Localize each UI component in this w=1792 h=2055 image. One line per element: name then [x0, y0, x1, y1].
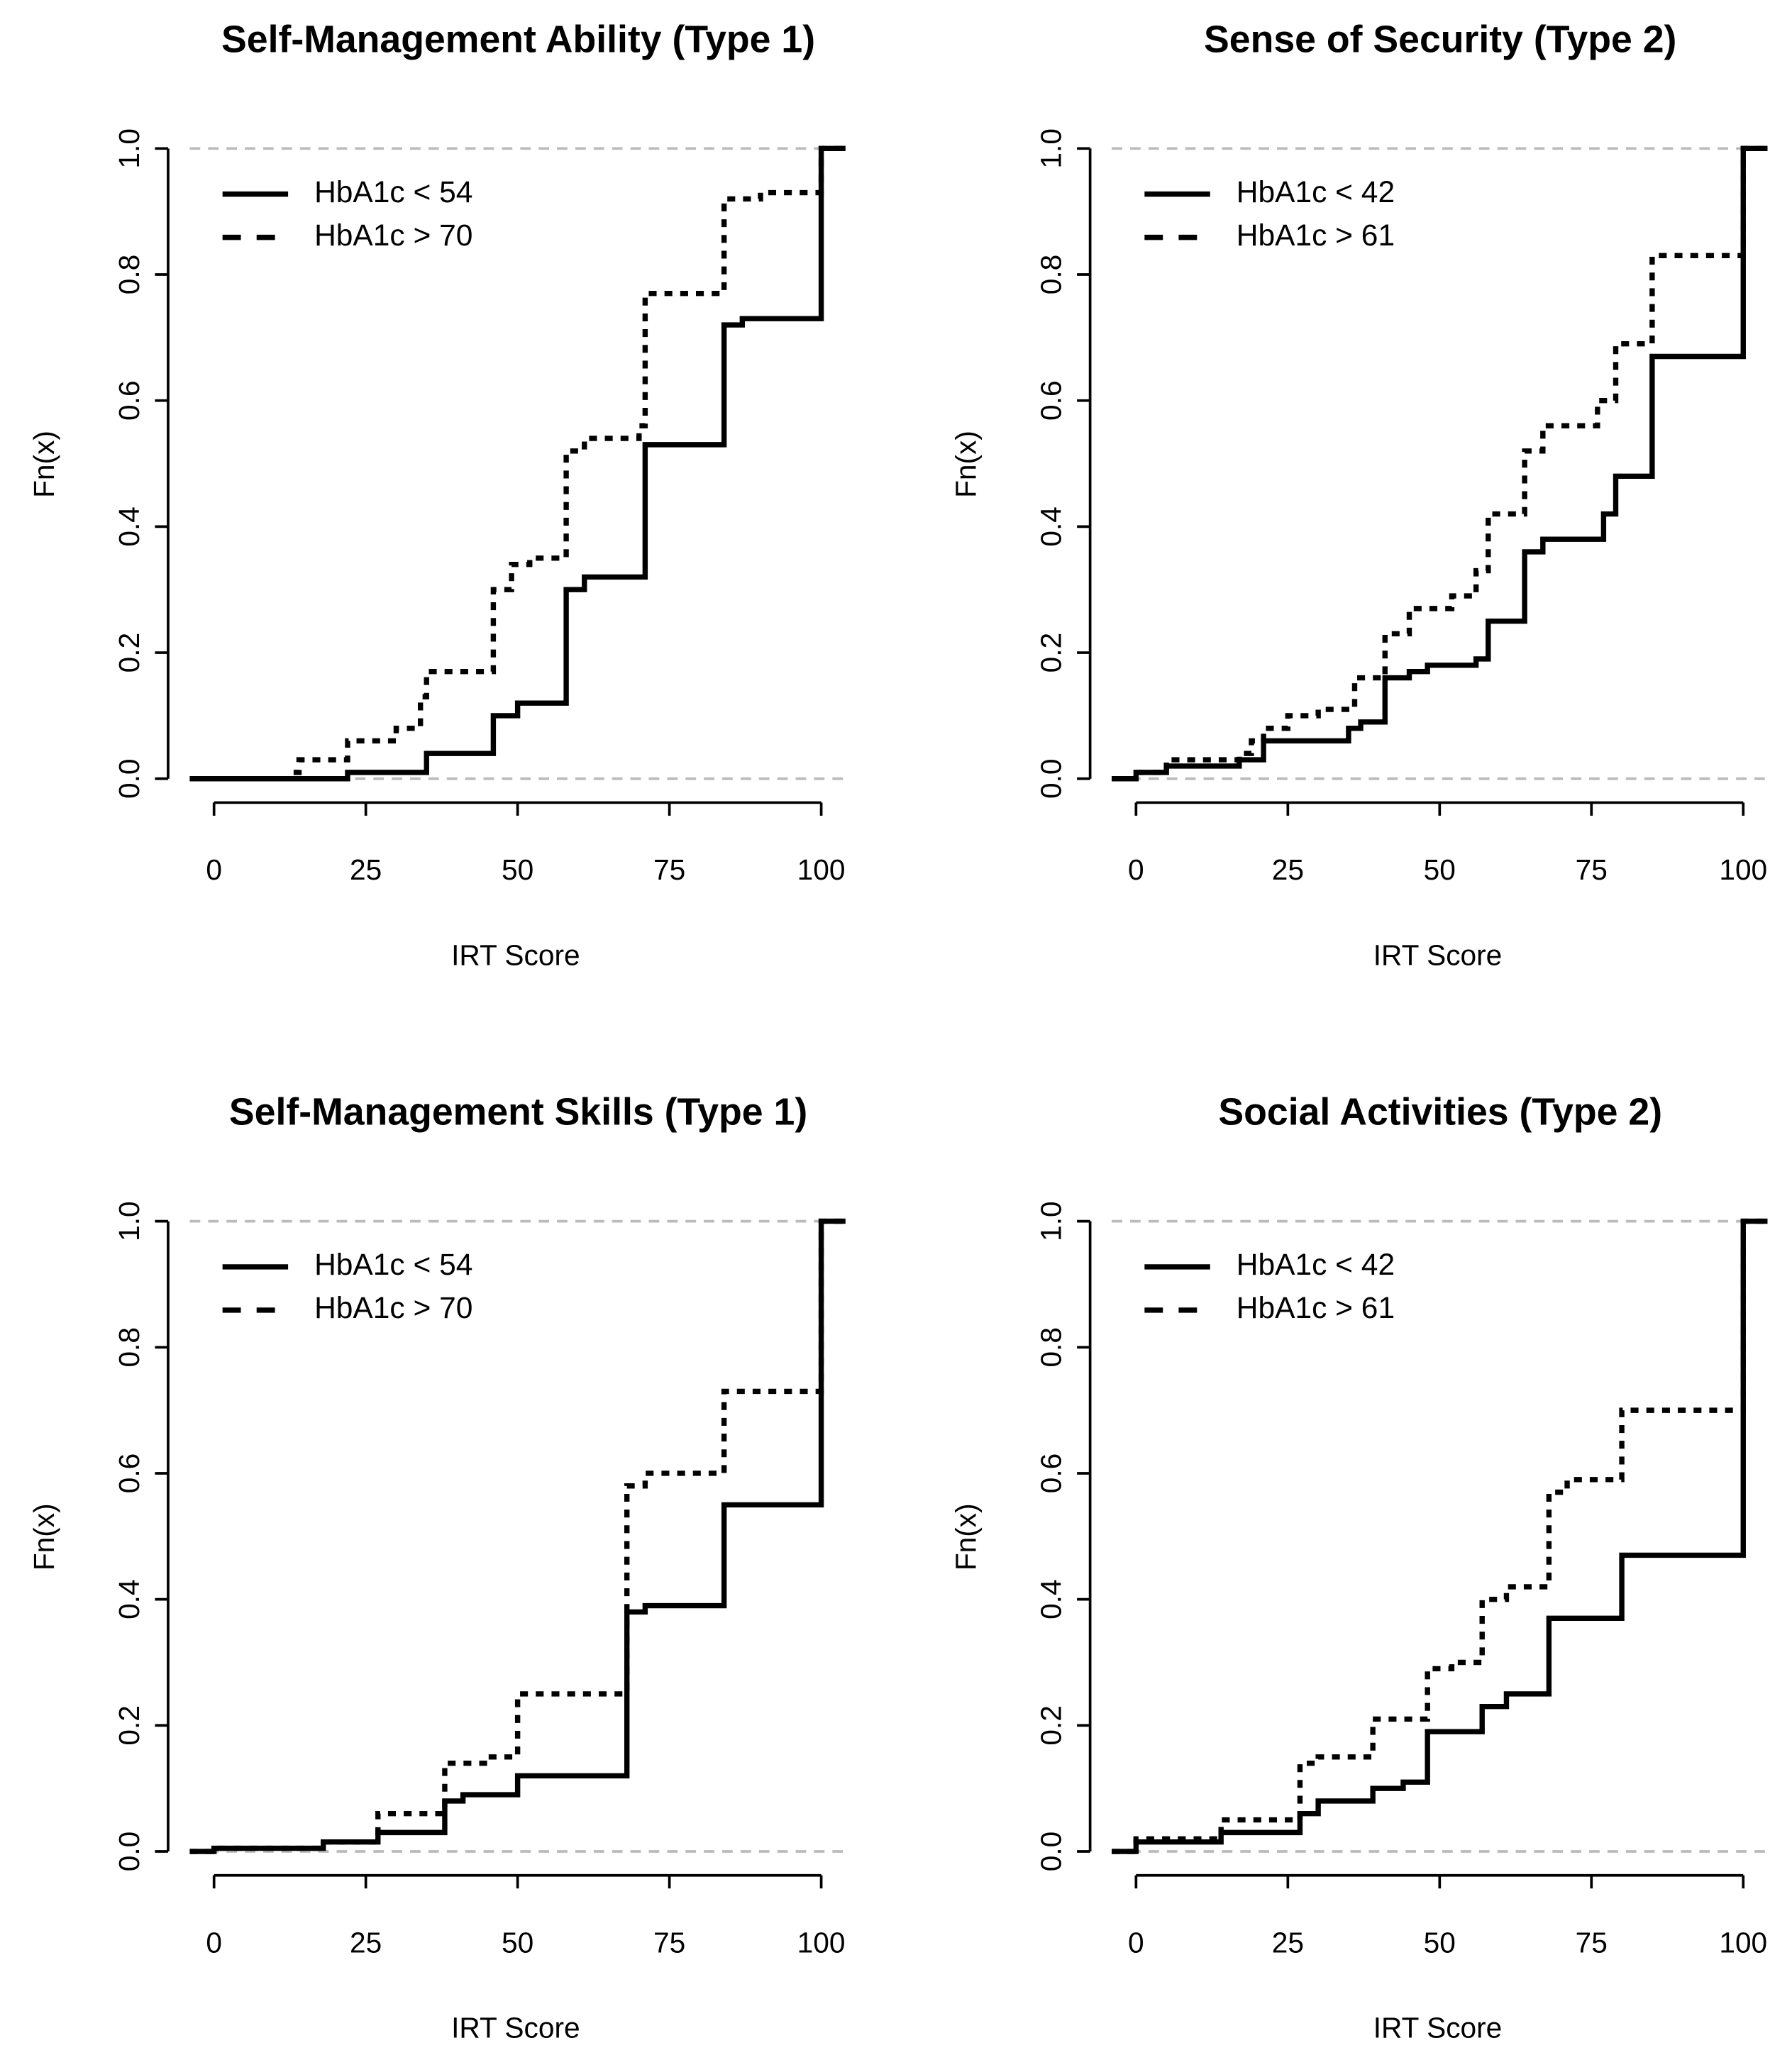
step-line	[189, 1218, 846, 1854]
legend-label: HbA1c < 54	[314, 1248, 472, 1282]
y-tick-label: 0.4	[113, 1579, 145, 1619]
x-tick-label: 0	[206, 853, 222, 886]
y-tick-label: 0.6	[113, 380, 145, 421]
y-tick-label: 0.4	[1035, 506, 1068, 547]
step-line	[1112, 1218, 1768, 1854]
x-tick-label: 100	[797, 853, 846, 886]
x-tick-label: 25	[1272, 853, 1304, 886]
y-tick-label: 1.0	[113, 128, 145, 169]
step-line	[1112, 1218, 1768, 1854]
x-tick-label: 25	[350, 853, 382, 886]
legend-label: HbA1c > 61	[1237, 219, 1395, 253]
chart-title: Self-Management Skills (Type 1)	[229, 1091, 807, 1134]
legend-label: HbA1c < 42	[1237, 1248, 1395, 1282]
y-tick-label: 0.0	[113, 1832, 145, 1872]
x-tick-label: 25	[350, 1926, 382, 1959]
y-tick-label: 0.6	[1035, 380, 1068, 421]
x-axis-label: IRT Score	[1373, 938, 1503, 971]
panel: Sense of Security (Type 2) 0 25 50 75 100 0.0 0…	[949, 18, 1768, 971]
y-tick-label: 0.0	[1035, 758, 1068, 799]
legend-label: HbA1c > 61	[1237, 1292, 1395, 1325]
x-tick-label: 75	[653, 1926, 685, 1959]
x-tick-label: 100	[797, 1926, 846, 1959]
legend-label: HbA1c < 42	[1237, 176, 1395, 209]
step-line	[1112, 145, 1768, 782]
legend-label: HbA1c < 54	[314, 176, 472, 209]
y-tick-label: 0.0	[113, 758, 145, 799]
y-tick-label: 1.0	[1035, 128, 1068, 169]
x-axis-label: IRT Score	[451, 2012, 580, 2044]
x-tick-label: 25	[1272, 1926, 1304, 1959]
panel: Social Activities (Type 2) 0 25 50 75 100 0.0 0…	[949, 1091, 1768, 2044]
y-tick-label: 0.8	[113, 1327, 145, 1368]
x-tick-label: 50	[1424, 1926, 1456, 1959]
y-tick-label: 0.8	[113, 255, 145, 295]
y-tick-label: 1.0	[1035, 1201, 1068, 1241]
panel: Self-Management Skills (Type 1) 0 25 50 75 10…	[28, 1091, 846, 2044]
step-line	[189, 145, 846, 782]
x-axis-label: IRT Score	[451, 938, 580, 971]
step-line	[189, 1218, 846, 1854]
x-tick-label: 0	[206, 1926, 222, 1959]
x-tick-label: 50	[502, 853, 533, 886]
y-tick-label: 0.4	[113, 506, 145, 547]
x-tick-label: 100	[1719, 853, 1767, 886]
y-tick-label: 0.4	[1035, 1579, 1068, 1619]
y-axis-label: Fn(x)	[949, 431, 982, 498]
y-axis-label: Fn(x)	[28, 431, 60, 498]
legend-label: HbA1c > 70	[314, 219, 472, 253]
x-tick-label: 0	[1128, 853, 1144, 886]
chart-title: Sense of Security (Type 2)	[1204, 18, 1676, 60]
y-axis-label: Fn(x)	[949, 1503, 982, 1571]
y-tick-label: 0.2	[113, 1705, 145, 1746]
x-axis-label: IRT Score	[1373, 2012, 1503, 2044]
x-tick-label: 75	[653, 853, 685, 886]
legend-label: HbA1c > 70	[314, 1292, 472, 1325]
x-tick-label: 50	[1424, 853, 1456, 886]
y-tick-label: 0.0	[1035, 1832, 1068, 1872]
x-tick-label: 75	[1576, 853, 1608, 886]
y-axis-label: Fn(x)	[28, 1503, 60, 1571]
step-line	[1112, 145, 1768, 782]
y-tick-label: 0.6	[1035, 1453, 1068, 1494]
y-tick-label: 1.0	[113, 1201, 145, 1241]
panel: Self-Management Ability (Type 1) 0 25 50 75 1…	[28, 18, 846, 971]
chart-title: Self-Management Ability (Type 1)	[221, 18, 815, 60]
y-tick-label: 0.6	[113, 1453, 145, 1494]
x-tick-label: 75	[1576, 1926, 1608, 1959]
x-tick-label: 50	[502, 1926, 533, 1959]
y-tick-label: 0.2	[113, 633, 145, 673]
chart-title: Social Activities (Type 2)	[1218, 1091, 1662, 1134]
step-line	[189, 145, 846, 782]
y-tick-label: 0.2	[1035, 1705, 1068, 1746]
y-tick-label: 0.2	[1035, 633, 1068, 673]
y-tick-label: 0.8	[1035, 255, 1068, 295]
y-tick-label: 0.8	[1035, 1327, 1068, 1368]
x-tick-label: 100	[1719, 1926, 1767, 1959]
x-tick-label: 0	[1128, 1926, 1144, 1959]
